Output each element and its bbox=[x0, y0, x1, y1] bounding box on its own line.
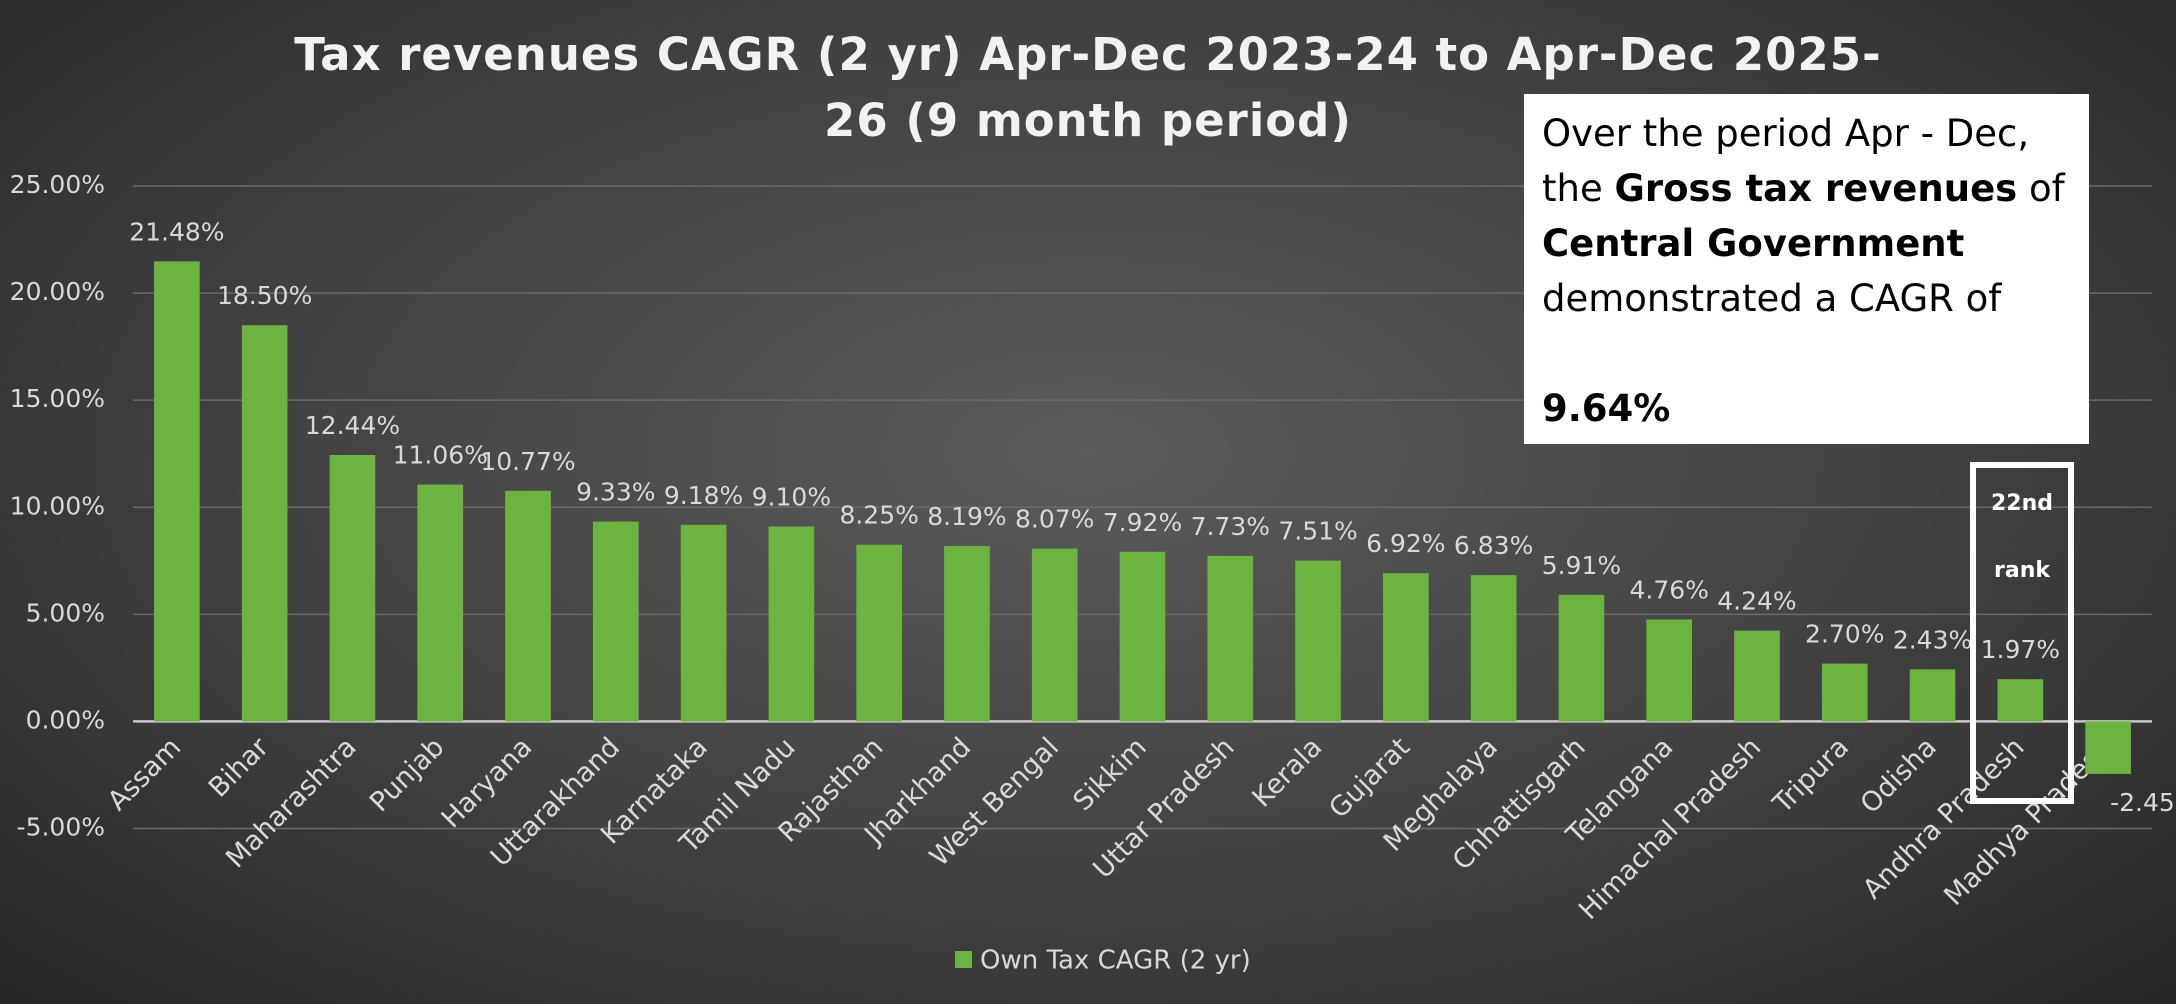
x-tick-label: Tripura bbox=[1767, 732, 1855, 820]
data-label: 9.18% bbox=[664, 481, 743, 510]
bar bbox=[329, 454, 376, 722]
x-tick-label: Assam bbox=[102, 732, 187, 817]
data-label: 6.83% bbox=[1454, 531, 1533, 560]
data-label: 10.77% bbox=[480, 447, 575, 476]
data-label: 7.73% bbox=[1191, 512, 1270, 541]
data-label: 2.43% bbox=[1893, 625, 1972, 654]
y-tick-label: 0.00% bbox=[26, 705, 105, 734]
bar bbox=[1119, 551, 1166, 722]
bar bbox=[1909, 669, 1956, 722]
x-tick-label: Kerala bbox=[1247, 732, 1329, 814]
note-value: 9.64% bbox=[1542, 387, 1671, 430]
bar bbox=[1646, 619, 1693, 722]
y-tick-label: 20.00% bbox=[10, 277, 105, 306]
data-label: 7.51% bbox=[1278, 517, 1357, 546]
rank-text: 22nd bbox=[1991, 491, 2053, 516]
rank-text: rank bbox=[1994, 558, 2051, 583]
data-label: 5.91% bbox=[1542, 551, 1621, 580]
data-label: 4.24% bbox=[1717, 587, 1796, 616]
bar bbox=[1295, 560, 1341, 722]
bar bbox=[1470, 575, 1517, 722]
data-label: 9.33% bbox=[576, 478, 655, 507]
y-tick-label: -5.00% bbox=[17, 813, 105, 842]
bar bbox=[1207, 555, 1254, 722]
bar bbox=[241, 325, 288, 722]
x-tick-label: Odisha bbox=[1855, 732, 1943, 820]
data-label: 12.44% bbox=[305, 411, 400, 440]
bar bbox=[856, 544, 902, 722]
bar bbox=[680, 524, 727, 722]
x-tick-label: Punjab bbox=[364, 732, 450, 818]
data-label: -2.45% bbox=[2110, 788, 2176, 817]
data-label: 7.92% bbox=[1103, 508, 1182, 537]
y-tick-label: 15.00% bbox=[10, 384, 105, 413]
legend-swatch bbox=[955, 951, 972, 968]
data-label: 2.70% bbox=[1805, 620, 1884, 649]
bar bbox=[1383, 573, 1429, 722]
y-tick-label: 5.00% bbox=[26, 598, 105, 627]
note-text: Over the period Apr - Dec, the bbox=[1542, 112, 2030, 210]
note-text: of bbox=[2017, 167, 2065, 210]
bar bbox=[417, 484, 464, 722]
bar bbox=[1734, 630, 1780, 722]
data-label: 18.50% bbox=[217, 281, 312, 310]
bar bbox=[1997, 679, 2044, 722]
y-tick-label: 10.00% bbox=[10, 491, 105, 520]
bar bbox=[592, 521, 639, 722]
bar bbox=[1558, 594, 1605, 722]
note-text: Central Government bbox=[1542, 222, 1965, 265]
data-label: 8.25% bbox=[839, 501, 918, 530]
rank-box bbox=[1970, 462, 2074, 804]
x-tick-label: Sikkim bbox=[1067, 732, 1152, 817]
data-label: 1.97% bbox=[1981, 635, 2060, 664]
data-label: 4.76% bbox=[1629, 575, 1708, 604]
bar bbox=[505, 490, 551, 722]
bar bbox=[944, 546, 990, 722]
data-label: 21.48% bbox=[129, 217, 224, 246]
bar bbox=[2085, 721, 2131, 774]
x-tick-label: Bihar bbox=[203, 731, 276, 804]
y-tick-label: 25.00% bbox=[10, 170, 105, 199]
bar bbox=[154, 261, 200, 722]
chart-title: Tax revenues CAGR (2 yr) Apr-Dec 2023-24… bbox=[294, 28, 1882, 147]
data-label: 11.06% bbox=[393, 441, 488, 470]
legend-label: Own Tax CAGR (2 yr) bbox=[980, 946, 1251, 976]
note-text: Gross tax revenues bbox=[1614, 167, 2018, 210]
annotation-box: Over the period Apr - Dec, the Gross tax… bbox=[1524, 94, 2089, 444]
data-label: 9.10% bbox=[752, 483, 831, 512]
data-label: 6.92% bbox=[1366, 529, 1445, 558]
data-label: 8.19% bbox=[927, 502, 1006, 531]
data-label: 8.07% bbox=[1015, 505, 1094, 534]
x-tick-label: Andhra Pradesh bbox=[1857, 732, 2031, 906]
note-text: demonstrated a CAGR of bbox=[1542, 277, 2002, 320]
bar bbox=[768, 526, 815, 722]
bar bbox=[1821, 663, 1868, 722]
bar bbox=[1031, 548, 1078, 722]
